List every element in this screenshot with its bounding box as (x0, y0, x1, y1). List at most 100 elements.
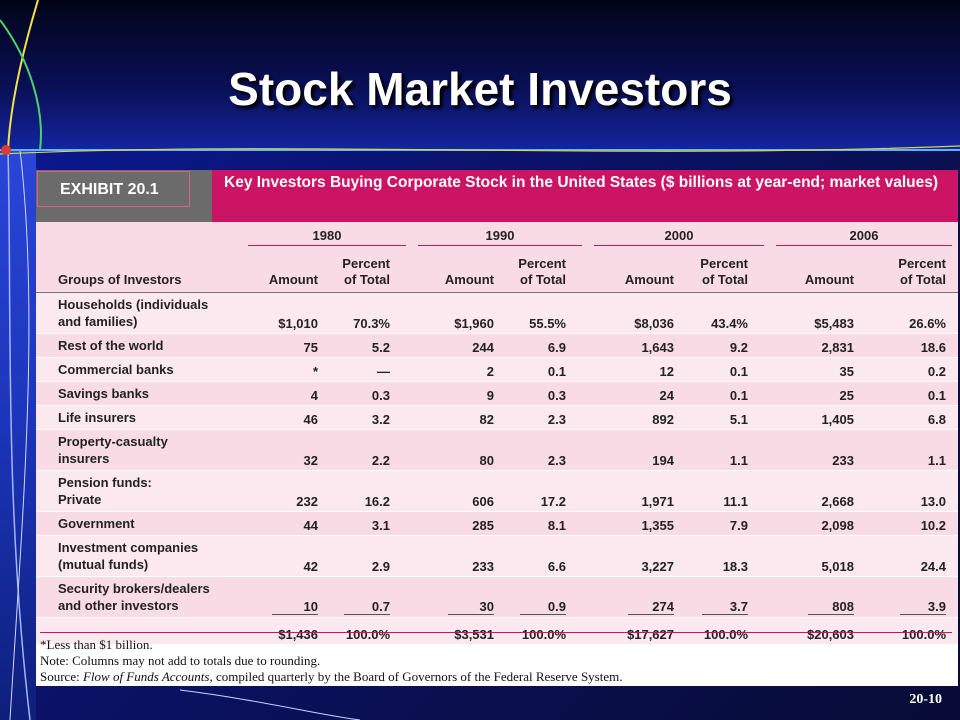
amount-cell: 9 (412, 381, 500, 406)
group-column-header: Groups of Investors (58, 272, 182, 287)
total-cell: $17,627 (588, 617, 680, 644)
percent-cell: — (324, 357, 412, 382)
column-header-row: Groups of Investors Amount Percent of Tot… (36, 246, 958, 293)
percent-column-header: Percent of Total (518, 256, 566, 287)
row-label: Households (individuals and families) (36, 292, 242, 334)
row-label: Savings banks (36, 381, 242, 406)
percent-cell: 13.0 (860, 470, 958, 512)
row-label: Property-casualty insurers (36, 429, 242, 471)
percent-cell: 3.7 (680, 576, 770, 618)
percent-cell: 6.6 (500, 535, 588, 577)
year-header: 1980 (242, 222, 412, 246)
amount-cell: 1,355 (588, 511, 680, 536)
row-label: Pension funds: Private (36, 470, 242, 512)
title-band (0, 0, 960, 150)
exhibit-caption: Key Investors Buying Corporate Stock in … (212, 170, 958, 222)
amount-cell: * (242, 357, 324, 382)
amount-cell: 24 (588, 381, 680, 406)
percent-cell: 8.1 (500, 511, 588, 536)
amount-cell: $8,036 (588, 292, 680, 334)
percent-cell: 17.2 (500, 470, 588, 512)
percent-cell: 2.2 (324, 429, 412, 471)
percent-column-header: Percent of Total (700, 256, 748, 287)
amount-cell: 12 (588, 357, 680, 382)
total-cell: 100.0% (500, 617, 588, 644)
amount-column-header: Amount (268, 272, 318, 287)
source-title: Flow of Funds Accounts (82, 669, 210, 684)
amount-cell: 2,831 (770, 333, 860, 358)
footnote: *Less than $1 billion. (40, 637, 153, 652)
percent-cell: 10.2 (860, 511, 958, 536)
table-row: Pension funds: Private 232 16.2 606 17.2 1,97… (36, 470, 958, 512)
year-header-blank (36, 222, 242, 246)
amount-cell: 5,018 (770, 535, 860, 577)
percent-cell: 3.1 (324, 511, 412, 536)
amount-cell: 30 (412, 576, 500, 618)
table-row: Property-casualty insurers 32 2.2 80 2.3 194 1… (36, 429, 958, 471)
percent-cell: 0.3 (324, 381, 412, 406)
row-label: Life insurers (36, 405, 242, 430)
percent-cell: 0.1 (680, 381, 770, 406)
left-decorative-strip (0, 150, 36, 720)
amount-cell: 35 (770, 357, 860, 382)
table-body: Households (individuals and families) $1,… (36, 292, 958, 644)
total-cell: 100.0% (680, 617, 770, 644)
percent-cell: 11.1 (680, 470, 770, 512)
percent-cell: 0.3 (500, 381, 588, 406)
amount-cell: 42 (242, 535, 324, 577)
percent-cell: 1.1 (860, 429, 958, 471)
percent-cell: 0.1 (500, 357, 588, 382)
amount-column-header: Amount (444, 272, 494, 287)
amount-cell: 232 (242, 470, 324, 512)
amount-cell: 80 (412, 429, 500, 471)
year-header: 2000 (588, 222, 770, 246)
amount-cell: 3,227 (588, 535, 680, 577)
slide-number: 20-10 (909, 692, 942, 707)
amount-cell: $5,483 (770, 292, 860, 334)
row-label: Rest of the world (36, 333, 242, 358)
amount-column-header: Amount (624, 272, 674, 287)
totals-row: $1,436 100.0% $3,531 100.0% $17,627 100.0% $20… (36, 617, 958, 644)
percent-cell: 1.1 (680, 429, 770, 471)
table-row: Households (individuals and families) $1,… (36, 292, 958, 334)
amount-cell: 1,971 (588, 470, 680, 512)
amount-cell: 1,405 (770, 405, 860, 430)
table-row: Government 44 3.1 285 8.1 1,355 7.9 2,098 10.2 (36, 511, 958, 536)
total-cell: $3,531 (412, 617, 500, 644)
notes-divider (40, 632, 952, 633)
percent-cell: 26.6% (860, 292, 958, 334)
percent-cell: 7.9 (680, 511, 770, 536)
percent-cell: 0.7 (324, 576, 412, 618)
percent-cell: 18.3 (680, 535, 770, 577)
investors-table: 1980 1990 2000 2006 Groups of Investors … (36, 222, 958, 644)
amount-cell: 194 (588, 429, 680, 471)
rounding-note: Note: Columns may not add to totals due … (40, 653, 321, 668)
percent-cell: 3.2 (324, 405, 412, 430)
table-row: Savings banks 4 0.3 9 0.3 24 0.1 25 0.1 (36, 381, 958, 406)
percent-cell: 2.9 (324, 535, 412, 577)
exhibit-label-block: EXHIBIT 20.1 (36, 170, 212, 222)
percent-cell: 43.4% (680, 292, 770, 334)
percent-cell: 3.9 (860, 576, 958, 618)
year-header: 1990 (412, 222, 588, 246)
percent-cell: 70.3% (324, 292, 412, 334)
year-header-row: 1980 1990 2000 2006 (36, 222, 958, 246)
exhibit-panel: EXHIBIT 20.1 Key Investors Buying Corpor… (36, 170, 958, 686)
amount-cell: 274 (588, 576, 680, 618)
table-row: Security brokers/dealers and other inves… (36, 576, 958, 618)
total-cell: $20,603 (770, 617, 860, 644)
amount-cell: 2 (412, 357, 500, 382)
amount-cell: 10 (242, 576, 324, 618)
percent-cell: 5.2 (324, 333, 412, 358)
amount-cell: 75 (242, 333, 324, 358)
row-label: Commercial banks (36, 357, 242, 382)
amount-cell: 285 (412, 511, 500, 536)
totals-label-blank (36, 617, 242, 644)
amount-cell: 892 (588, 405, 680, 430)
table-row: Rest of the world 75 5.2 244 6.9 1,643 9.2 2,83… (36, 333, 958, 358)
percent-cell: 18.6 (860, 333, 958, 358)
amount-column-header: Amount (804, 272, 854, 287)
amount-cell: 2,098 (770, 511, 860, 536)
exhibit-header: EXHIBIT 20.1 Key Investors Buying Corpor… (36, 170, 958, 222)
amount-cell: 808 (770, 576, 860, 618)
